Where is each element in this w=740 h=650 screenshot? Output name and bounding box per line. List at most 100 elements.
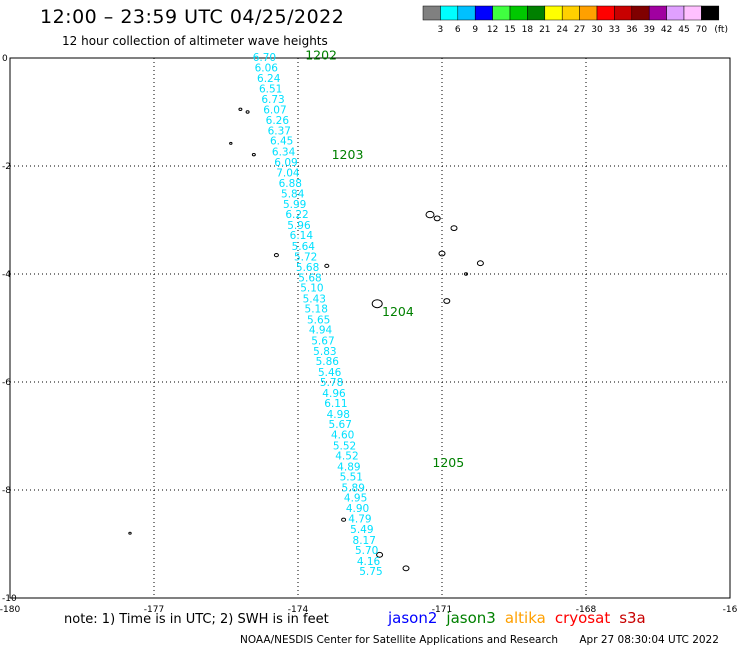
y-tick-label: -10	[2, 594, 17, 604]
swh-value-label: 6.70	[253, 52, 276, 64]
island-outline	[438, 250, 446, 257]
swh-value-label: 6.45	[270, 136, 293, 148]
swh-value-label: 5.89	[342, 482, 365, 494]
swh-value-label: 6.11	[324, 398, 347, 410]
swh-value-label: 5.68	[296, 262, 319, 274]
swh-value-label: 6.22	[285, 209, 308, 221]
colorbar-tick-label: 15	[504, 25, 515, 35]
swh-value-label: 5.67	[329, 419, 352, 431]
colorbar-tick-label: 33	[609, 25, 620, 35]
time-label: 1203	[332, 147, 364, 162]
colorbar-tick-label: 45	[678, 25, 689, 35]
satellite-legend-item: jason3	[446, 609, 496, 627]
swh-value-label: 5.84	[281, 189, 305, 201]
satellite-legend-item: altika	[504, 609, 546, 627]
footer: NOAA/NESDIS Center for Satellite Applica…	[240, 634, 719, 646]
swh-value-label: 5.46	[318, 367, 342, 379]
swh-value-label: 6.37	[268, 125, 291, 137]
swh-value-label: 5.68	[298, 272, 321, 284]
island-outline	[245, 110, 250, 114]
swh-value-label: 5.96	[287, 220, 311, 232]
y-tick-label: -6	[2, 378, 11, 388]
swh-value-label: 4.52	[335, 451, 358, 463]
footer-source: NOAA/NESDIS Center for Satellite Applica…	[240, 634, 558, 646]
swh-value-label: 5.86	[316, 356, 340, 368]
colorbar-tick-label: 39	[643, 25, 655, 35]
colorbar-tick-label: 18	[522, 25, 534, 35]
colorbar-tick-label: 21	[539, 25, 550, 35]
x-tick-label: -16	[723, 605, 738, 615]
plot-frame	[9, 57, 731, 599]
swh-value-label: 5.78	[320, 377, 343, 389]
swh-value-label: 6.06	[255, 62, 279, 74]
swh-value-label: 5.70	[355, 545, 378, 557]
island-outline	[341, 517, 347, 522]
colorbar-unit-label: (ft)	[714, 25, 728, 35]
swh-value-label: 5.49	[350, 524, 373, 536]
x-tick-label: -168	[576, 605, 597, 615]
island-outline	[464, 272, 468, 276]
island-outline	[371, 299, 383, 309]
x-tick-label: -171	[432, 605, 452, 615]
swh-value-label: 4.95	[344, 493, 367, 505]
island-outline	[324, 263, 330, 268]
swh-value-label: 5.65	[307, 314, 330, 326]
swh-value-label: 5.64	[292, 241, 316, 253]
y-tick-label: 0	[2, 54, 8, 64]
y-tick-label: -8	[2, 486, 11, 496]
island-outline	[433, 215, 441, 222]
colorbar-tick-label: 70	[696, 25, 708, 35]
swh-value-label: 4.16	[357, 556, 381, 568]
swh-value-label: 6.34	[272, 147, 296, 159]
island-outline	[251, 152, 256, 157]
swh-value-label: 6.14	[290, 230, 314, 242]
swh-value-label: 5.83	[313, 346, 336, 358]
colorbar-swatch	[701, 5, 720, 21]
island-outline	[425, 210, 435, 219]
time-label: 1204	[382, 304, 414, 319]
swh-value-label: 6.07	[263, 104, 286, 116]
colorbar-tick-label: 27	[574, 25, 585, 35]
swh-value-label: 4.60	[331, 429, 354, 441]
swh-value-label: 4.98	[327, 409, 350, 421]
swh-value-label: 4.94	[309, 325, 333, 337]
colorbar-tick-label: 36	[626, 25, 638, 35]
swh-value-label: 8.17	[353, 535, 376, 547]
swh-value-label: 4.79	[348, 514, 371, 526]
swh-value-label: 6.51	[259, 83, 282, 95]
island-outline	[128, 531, 132, 535]
swh-value-label: 6.09	[274, 157, 297, 169]
island-outline	[450, 225, 458, 232]
swh-value-label: 5.75	[359, 566, 382, 578]
time-label: 1205	[432, 455, 464, 470]
time-label: 1202	[305, 47, 337, 62]
colorbar-tick-label: 24	[556, 25, 568, 35]
swh-value-label: 5.99	[283, 199, 306, 211]
island-outline	[476, 260, 484, 267]
footer-timestamp: Apr 27 08:30:04 UTC 2022	[579, 634, 719, 646]
swh-value-label: 6.24	[257, 73, 281, 85]
y-tick-label: -2	[2, 162, 11, 172]
swh-value-label: 5.43	[303, 293, 326, 305]
island-outline	[273, 253, 279, 258]
swh-value-label: 5.52	[333, 440, 356, 452]
swh-value-label: 5.72	[294, 251, 317, 263]
colorbar-tick-label: 9	[472, 25, 478, 35]
color-scale-legend: 3 6 9 12 15 18 21 24 27 30 33 36 39 42 45 70 (ft)	[422, 5, 728, 35]
swh-value-label: 4.96	[322, 388, 346, 400]
swh-value-label: 4.90	[346, 503, 369, 515]
swh-value-label: 6.73	[261, 94, 284, 106]
x-tick-label: -177	[144, 605, 164, 615]
swh-value-label: 5.51	[340, 472, 363, 484]
island-outline	[229, 141, 233, 145]
swh-value-label: 7.04	[276, 168, 300, 180]
island-outline	[402, 565, 410, 572]
island-outline	[238, 107, 243, 112]
colorbar-tick-label: 30	[591, 25, 603, 35]
satellite-legend-item: jason2	[388, 609, 438, 627]
swh-value-label: 5.18	[305, 304, 328, 316]
page-title: 12:00 – 23:59 UTC 04/25/2022	[40, 6, 345, 28]
satellite-legend: jason2 jason3 altika cryosat s3a	[388, 609, 655, 627]
swh-value-label: 4.89	[337, 461, 360, 473]
